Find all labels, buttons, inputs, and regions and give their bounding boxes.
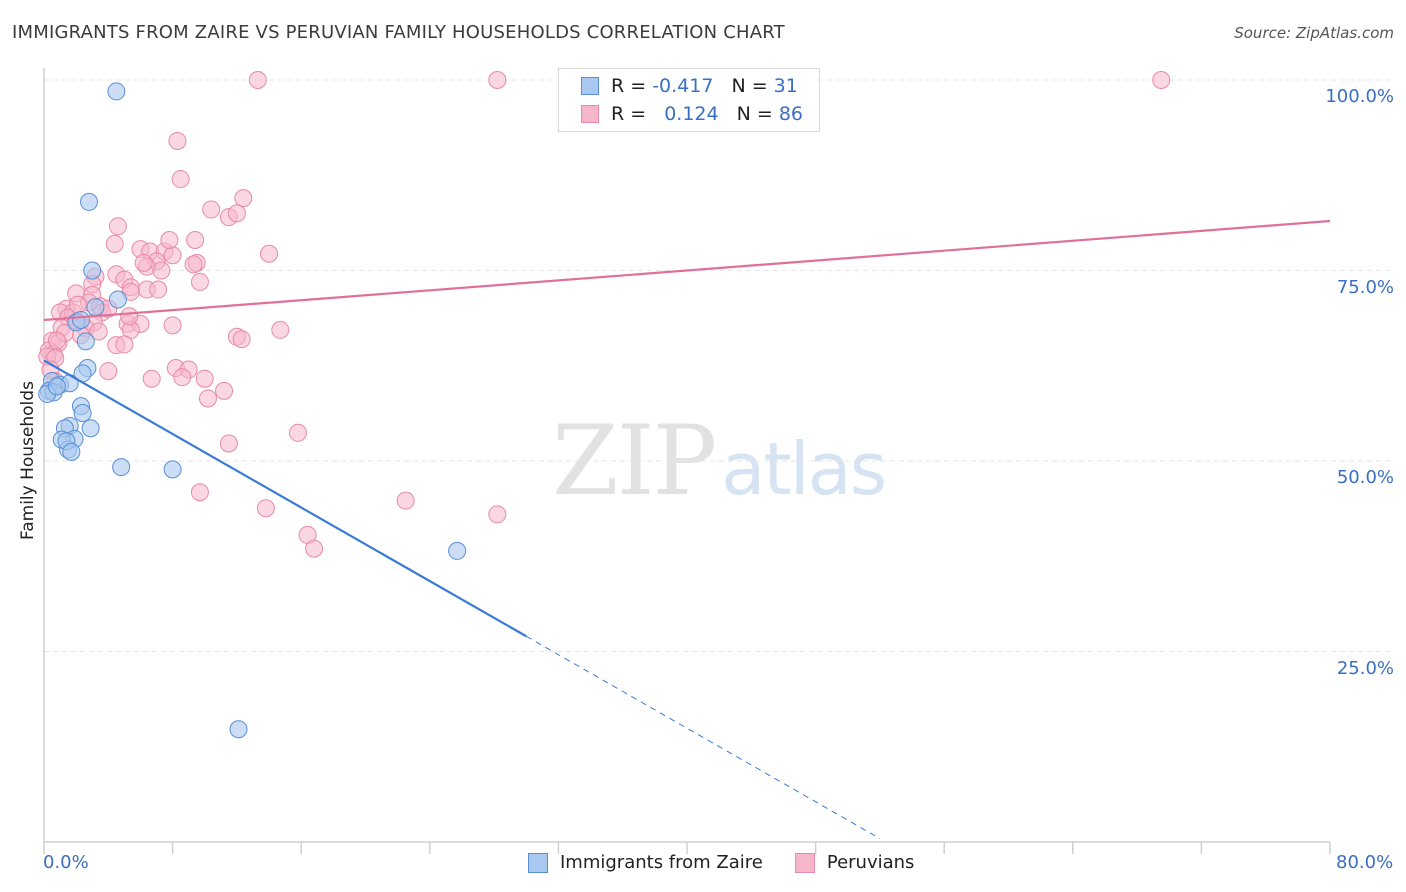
y-axis-label: Family Households	[18, 381, 38, 540]
data-point-zaire	[448, 541, 467, 560]
y-tick-label: 75.0%	[1336, 276, 1394, 298]
data-point-peruvians	[120, 307, 139, 326]
trend-line-zaire-extension	[526, 635, 881, 839]
data-point-peruvians	[163, 246, 182, 265]
data-point-peruvians	[248, 71, 267, 89]
data-point-peruvians	[171, 170, 190, 189]
data-point-peruvians	[105, 234, 124, 253]
series-legend: Immigrants from Zaire Peruvians	[528, 852, 946, 873]
trend-line-peruvians	[43, 219, 1331, 322]
data-point-peruvians	[186, 231, 205, 250]
data-point-peruvians	[184, 255, 203, 274]
trend-line-zaire	[43, 359, 527, 638]
legend-label-peruvians: Peruvians	[826, 852, 915, 873]
data-point-zaire	[107, 82, 126, 101]
data-point-peruvians	[149, 280, 168, 299]
data-point-zaire	[86, 298, 105, 317]
y-tick-label: 50.0%	[1336, 467, 1394, 488]
legend-swatch-zaire	[528, 852, 548, 873]
gridlines	[44, 79, 1392, 652]
data-point-peruvians	[195, 369, 214, 388]
legend-n-label: N =	[736, 103, 779, 125]
data-point-peruvians	[232, 330, 251, 349]
data-point-zaire	[83, 261, 102, 280]
data-point-zaire	[47, 377, 66, 396]
data-point-peruvians	[190, 483, 209, 502]
data-point-zaire	[62, 442, 81, 461]
x-tick-label-min: 0.0%	[43, 852, 89, 873]
data-point-peruvians	[190, 272, 209, 291]
y-tick-label: 25.0%	[1336, 657, 1394, 679]
data-point-peruvians	[202, 200, 221, 219]
data-point-peruvians	[1152, 71, 1171, 89]
legend-r-value: -0.417	[652, 75, 714, 97]
source-credit: Source: ZipAtlas.com	[1234, 24, 1394, 42]
data-point-zaire	[229, 720, 248, 739]
data-point-peruvians	[271, 320, 290, 339]
axes	[43, 68, 1331, 854]
data-point-peruvians	[198, 389, 217, 408]
data-point-peruvians	[305, 539, 324, 558]
series-zaire-points	[38, 82, 467, 739]
data-point-peruvians	[115, 335, 134, 354]
data-point-peruvians	[288, 423, 307, 442]
data-point-peruvians	[89, 322, 108, 341]
data-point-zaire	[73, 403, 92, 422]
data-point-peruvians	[219, 434, 238, 453]
watermark-atlas: atlas	[721, 427, 887, 511]
legend-r-value: 0.124	[664, 103, 719, 125]
correlation-legend: R = -0.417 N = 31 R = 0.124 N = 86	[558, 68, 820, 132]
data-point-zaire	[108, 290, 127, 309]
data-point-peruvians	[173, 368, 192, 387]
legend-item-zaire[interactable]: Immigrants from Zaire	[528, 852, 763, 873]
y-tick-label: 100.0%	[1325, 86, 1394, 107]
trend-lines	[43, 219, 1331, 839]
data-point-peruvians	[134, 253, 153, 272]
data-point-zaire	[112, 458, 131, 477]
legend-r-label: R =	[611, 75, 653, 97]
data-point-peruvians	[152, 261, 171, 280]
data-point-zaire	[71, 311, 90, 330]
data-point-peruvians	[396, 491, 415, 510]
legend-swatch-peruvians	[794, 852, 815, 873]
legend-r-label: R =	[611, 103, 653, 125]
legend-label-zaire: Immigrants from Zaire	[560, 852, 763, 873]
legend-n-value: 86	[778, 103, 804, 125]
data-point-peruvians	[488, 71, 507, 89]
data-point-peruvians	[108, 217, 127, 236]
legend-swatch-peruvians	[581, 105, 599, 123]
data-point-peruvians	[234, 189, 253, 208]
data-point-zaire	[80, 192, 99, 211]
chart-title: IMMIGRANTS FROM ZAIRE VS PERUVIAN FAMILY…	[12, 22, 785, 43]
data-point-zaire	[163, 460, 182, 479]
legend-swatch-zaire	[581, 77, 599, 95]
legend-item-peruvians[interactable]: Peruvians	[794, 852, 915, 873]
data-point-peruvians	[260, 244, 279, 263]
legend-n-value: 31	[773, 75, 798, 97]
data-point-peruvians	[160, 231, 179, 250]
data-point-peruvians	[488, 505, 507, 524]
x-tick-label-max: 80.0%	[1336, 852, 1394, 873]
data-point-peruvians	[47, 331, 66, 350]
data-point-zaire	[81, 419, 100, 438]
data-point-peruvians	[163, 316, 182, 335]
data-point-peruvians	[227, 204, 246, 223]
data-point-peruvians	[168, 131, 187, 150]
legend-n-label: N =	[731, 75, 774, 97]
data-point-peruvians	[68, 295, 87, 314]
data-point-peruvians	[256, 499, 275, 518]
data-point-peruvians	[99, 362, 118, 381]
legend-row-peruvians: R = 0.124 N = 86	[581, 101, 803, 127]
legend-row-zaire: R = -0.417 N = 31	[581, 73, 798, 99]
data-point-peruvians	[215, 381, 234, 400]
series-peruvians-points	[38, 71, 1171, 558]
data-point-zaire	[76, 332, 95, 351]
data-point-peruvians	[142, 369, 161, 388]
